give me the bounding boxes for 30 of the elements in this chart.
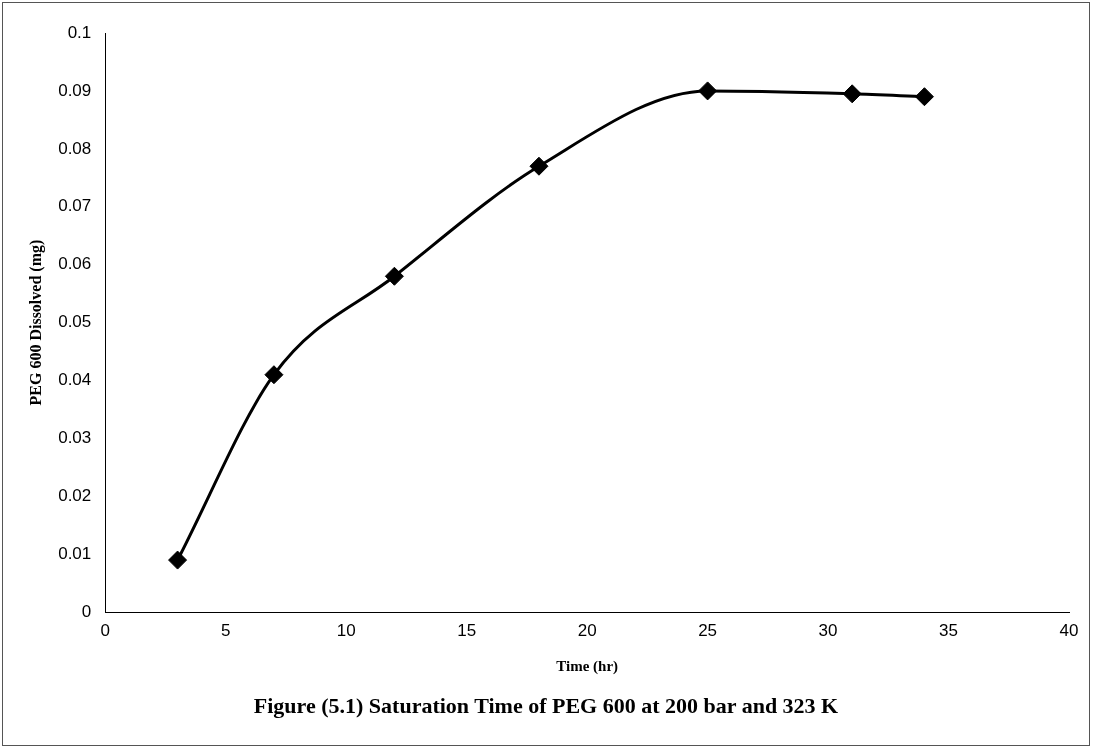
y-tick-label: 0.05 (58, 312, 92, 332)
point (264, 365, 284, 385)
y-axis-title: PEG 600 Dissolved (mg) (26, 239, 45, 406)
x-tick-label: 40 (1059, 621, 1079, 641)
point (384, 266, 404, 286)
x-tick-label: 10 (336, 621, 356, 641)
y-tick-label: 0 (81, 601, 92, 621)
y-tick-label: 0.03 (58, 428, 92, 448)
y-tick-label: 0.06 (58, 254, 92, 274)
x-tick-label: 5 (221, 621, 231, 641)
x-tick-label: 0 (100, 621, 111, 641)
x-tick-label: 15 (457, 621, 477, 641)
y-tick-label: 0.09 (58, 80, 92, 100)
text: Figure (5.1) Saturation Time of PEG 600 at 200 bar and 323 K (253, 693, 839, 719)
x-tick-label: 20 (577, 621, 597, 641)
point (698, 81, 718, 101)
point (914, 87, 934, 107)
x-tick-label: 35 (939, 621, 958, 641)
y-tick-label: 0.08 (58, 138, 92, 158)
x-axis-title: Time (hr) (556, 658, 619, 676)
y-tick-label: 0.04 (58, 370, 92, 390)
y-tick-label: 0.02 (58, 486, 92, 506)
point (842, 84, 862, 104)
y-tick-label: 0.1 (67, 22, 92, 42)
x-tick-label: 25 (698, 621, 718, 641)
y-tick-label: 0.01 (58, 543, 92, 563)
point (529, 156, 549, 176)
point (168, 550, 188, 570)
x-tick-label: 30 (818, 621, 838, 641)
y-tick-label: 0.07 (58, 196, 92, 216)
